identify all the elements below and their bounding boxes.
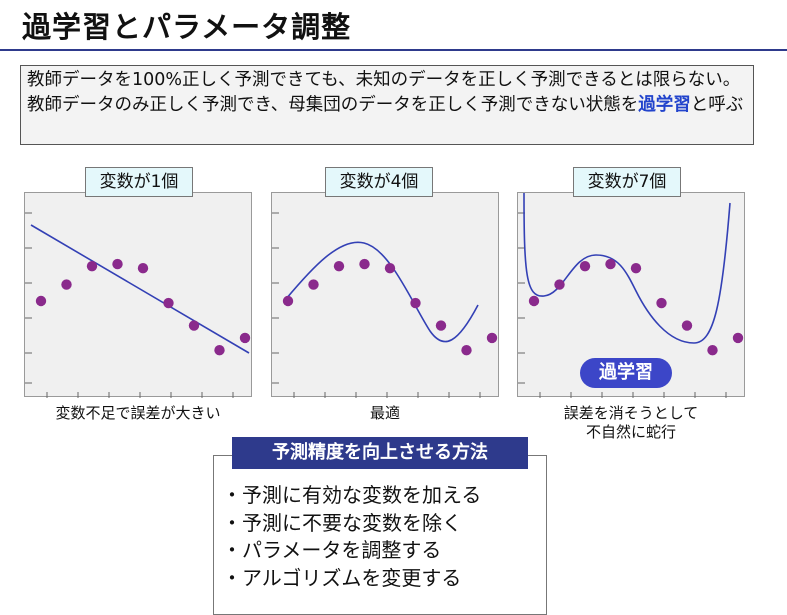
data-point — [410, 298, 420, 308]
data-point — [138, 263, 148, 273]
data-point — [733, 333, 743, 343]
data-point — [580, 261, 590, 271]
data-point — [631, 263, 641, 273]
methods-title: 予測精度を向上させる方法 — [232, 437, 528, 469]
methods-list: ・予測に有効な変数を加える ・予測に不要な変数を除く ・パラメータを調整する ・… — [222, 482, 481, 592]
data-point — [529, 296, 539, 306]
chart-2-plot — [272, 193, 500, 398]
data-point — [87, 261, 97, 271]
chart-3-title: 変数が7個 — [573, 167, 681, 197]
data-point — [436, 320, 446, 330]
data-point — [163, 298, 173, 308]
intro-highlight: 過学習 — [638, 95, 691, 115]
chart-3-caption-line-2: 不自然に蛇行 — [517, 423, 745, 442]
data-point — [461, 345, 471, 355]
method-item: ・パラメータを調整する — [222, 537, 481, 565]
data-point — [36, 296, 46, 306]
method-item: ・アルゴリズムを変更する — [222, 565, 481, 593]
chart-panel-1-variable — [24, 192, 252, 397]
data-point — [189, 320, 199, 330]
data-point — [554, 279, 564, 289]
slide-title: 過学習とパラメータ調整 — [22, 4, 351, 46]
chart-2-title: 変数が4個 — [325, 167, 433, 197]
data-point — [605, 259, 615, 269]
chart-3-caption: 誤差を消そうとして 不自然に蛇行 — [517, 404, 745, 442]
chart-3-caption-line-1: 誤差を消そうとして — [517, 404, 745, 423]
chart-panel-4-variables — [271, 192, 499, 397]
chart-1-caption: 変数不足で誤差が大きい — [24, 404, 252, 423]
chart-2-caption: 最適 — [271, 404, 499, 423]
overfitting-badge: 過学習 — [580, 358, 672, 388]
data-point — [682, 320, 692, 330]
data-point — [707, 345, 717, 355]
method-item: ・予測に不要な変数を除く — [222, 510, 481, 538]
data-point — [283, 296, 293, 306]
data-point — [385, 263, 395, 273]
method-item: ・予測に有効な変数を加える — [222, 482, 481, 510]
chart-1-title: 変数が1個 — [85, 167, 193, 197]
intro-text-box: 教師データを100%正しく予測できても、未知のデータを正しく予測できるとは限らな… — [20, 65, 754, 145]
data-point — [656, 298, 666, 308]
data-point — [308, 279, 318, 289]
data-point — [214, 345, 224, 355]
data-point — [112, 259, 122, 269]
data-point — [359, 259, 369, 269]
data-point — [334, 261, 344, 271]
fit-line — [31, 225, 249, 353]
data-point — [487, 333, 497, 343]
data-point — [61, 279, 71, 289]
chart-1-plot — [25, 193, 253, 398]
fit-line — [286, 242, 478, 341]
fit-line — [524, 193, 730, 343]
intro-text-end: と呼ぶ — [691, 95, 744, 115]
intro-text: 教師データを100%正しく予測できても、未知のデータを正しく予測できるとは限らな… — [27, 70, 740, 115]
title-divider — [0, 49, 787, 51]
data-point — [240, 333, 250, 343]
